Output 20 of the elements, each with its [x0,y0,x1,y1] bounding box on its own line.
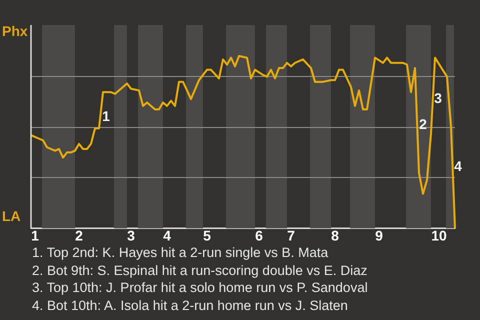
text: 3. Top 10th: J. Profar hit a solo home run vs P. Sandoval [32,279,368,296]
text: 4. Bot 10th: A. Isola hit a 2-run home run vs J. Slaten [32,296,349,314]
x-tick-label: 8 [331,227,340,244]
x-tick-label: 6 [255,227,264,244]
x-tick-label: 1 [31,227,40,244]
text: Phx [2,23,28,39]
x-tick-label: 5 [203,227,212,244]
annotation: 4 [454,158,462,174]
x-tick-label: 10 [431,227,447,244]
x-tick-label: 4 [163,227,172,244]
annotation: 2 [419,116,428,132]
annotation: 1 [102,108,110,124]
text: 1. Top 2nd: K. Hayes hit a 2-run single vs B. Mata [32,244,330,262]
x-tick-label: 2 [75,227,84,244]
x-tick-label: 9 [375,227,384,244]
annotation: 3 [434,90,442,106]
x-tick-label: 7 [287,227,296,244]
x-tick-label: 3 [127,227,136,244]
text: LA [2,208,21,224]
text: 2. Bot 9th: S. Espinal hit a run-scoring double vs E. Diaz [32,262,368,279]
